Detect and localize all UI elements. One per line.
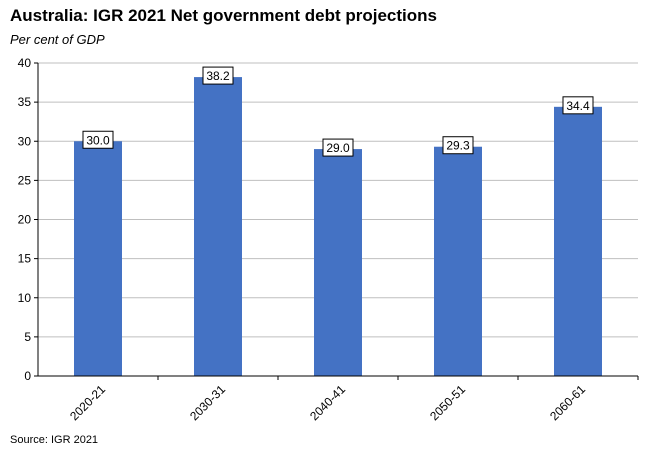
- data-label-text: 29.3: [446, 139, 470, 153]
- data-label-text: 30.0: [86, 133, 110, 147]
- x-tick-label: 2020-21: [67, 382, 108, 423]
- gridlines: [38, 62, 638, 338]
- data-label: 34.4: [562, 96, 594, 115]
- y-tick-labels: 0 5 10 15 20 25 30 35 40: [18, 56, 32, 383]
- x-tick-label: 2030-31: [187, 382, 228, 423]
- bar: [194, 77, 242, 377]
- data-label-box: [562, 96, 594, 115]
- y-tick-label: 20: [18, 213, 32, 227]
- bar: [434, 146, 482, 376]
- data-label: 29.3: [442, 136, 474, 155]
- y-tick-label: 5: [24, 330, 31, 344]
- bar: [74, 141, 122, 376]
- data-label-box: [82, 130, 114, 149]
- data-label-box: [322, 138, 354, 157]
- axes: [34, 62, 639, 380]
- data-label-text: 34.4: [566, 99, 590, 113]
- bar: [554, 106, 602, 376]
- data-label-box: [202, 66, 234, 85]
- data-label-box: [442, 136, 474, 155]
- y-axis-label: Per cent of GDP: [10, 32, 105, 47]
- bar: [314, 149, 362, 376]
- data-label-text: 38.2: [206, 69, 230, 83]
- chart-title: Australia: IGR 2021 Net government debt …: [10, 6, 437, 25]
- y-tick-label: 0: [24, 369, 31, 383]
- x-tick-label: 2050-51: [427, 382, 468, 423]
- y-tick-label: 25: [18, 173, 32, 187]
- bars: [74, 77, 602, 377]
- data-label: 29.0: [322, 138, 354, 157]
- data-label: 30.0: [82, 130, 114, 149]
- x-tick-label: 2060-61: [547, 382, 588, 423]
- data-labels: 30.0 38.2 29.0 29.3 34.4: [82, 66, 594, 157]
- data-label-text: 29.0: [326, 141, 350, 155]
- source-note: Source: IGR 2021: [10, 434, 99, 446]
- data-label: 38.2: [202, 66, 234, 85]
- y-tick-label: 35: [18, 95, 32, 109]
- y-tick-label: 10: [18, 291, 32, 305]
- x-tick-labels: 2020-21 2030-31 2040-41 2050-51 2060-61: [67, 382, 588, 423]
- x-tick-label: 2040-41: [307, 382, 348, 423]
- y-tick-label: 30: [18, 134, 32, 148]
- y-tick-label: 40: [18, 56, 32, 70]
- y-tick-label: 15: [18, 252, 32, 266]
